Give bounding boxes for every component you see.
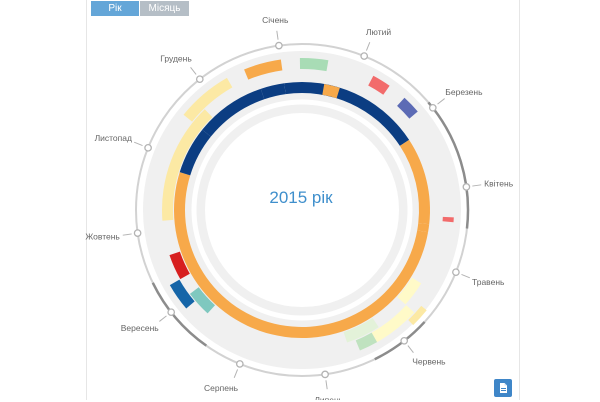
- month-label: Лютий: [366, 27, 391, 37]
- frame-left-border: [86, 0, 87, 400]
- month-label: Квітень: [484, 178, 514, 188]
- month-tick: [122, 233, 132, 236]
- month-marker[interactable]: [321, 370, 329, 379]
- timeline-arc[interactable]: [299, 57, 329, 72]
- center-year-label: 2015 рік: [269, 188, 333, 207]
- month-tick: [365, 41, 371, 51]
- month-label: Жовтень: [85, 232, 120, 242]
- tab-year[interactable]: Рік: [91, 1, 139, 16]
- export-button[interactable]: [494, 379, 512, 397]
- tab-month[interactable]: Місяць: [140, 1, 189, 16]
- month-marker[interactable]: [400, 336, 409, 345]
- dial-highlight: [151, 282, 208, 347]
- timeline-arc[interactable]: [399, 139, 430, 225]
- timeline-arc[interactable]: [169, 251, 190, 280]
- month-label: Серпень: [204, 383, 239, 393]
- month-marker[interactable]: [235, 360, 244, 368]
- month-tick: [461, 273, 471, 279]
- timeline-arc[interactable]: [162, 109, 213, 221]
- month-marker[interactable]: [452, 268, 460, 277]
- timeline-arc[interactable]: [442, 216, 454, 223]
- timeline-arc[interactable]: [322, 83, 340, 99]
- month-tick: [190, 67, 197, 75]
- timeline-arc[interactable]: [371, 305, 415, 343]
- month-tick: [133, 141, 143, 147]
- month-label: Березень: [445, 87, 483, 97]
- month-tick: [407, 345, 414, 353]
- timeline-arc[interactable]: [244, 59, 283, 80]
- month-label: Травень: [472, 277, 505, 287]
- frame-right-border: [519, 0, 520, 400]
- month-tick: [276, 30, 279, 40]
- period-tabs: Рік Місяць: [91, 1, 189, 16]
- timeline-arc[interactable]: [368, 75, 390, 95]
- timeline-arc[interactable]: [397, 277, 422, 305]
- month-label: Червень: [412, 356, 446, 366]
- month-marker[interactable]: [167, 308, 176, 317]
- ring-separator: [191, 99, 413, 321]
- timeline-arc[interactable]: [355, 332, 378, 351]
- timeline-arc[interactable]: [408, 305, 427, 326]
- timeline-arc[interactable]: [179, 129, 211, 176]
- month-marker[interactable]: [195, 75, 204, 84]
- timeline-arc[interactable]: [202, 88, 265, 137]
- month-tick: [159, 315, 167, 322]
- month-tick: [472, 184, 482, 187]
- month-marker[interactable]: [360, 52, 369, 60]
- month-marker[interactable]: [133, 229, 142, 237]
- dial-highlight: [427, 101, 470, 229]
- month-tick: [233, 369, 239, 379]
- month-tick: [437, 98, 445, 105]
- timeline-arc[interactable]: [260, 83, 286, 100]
- month-marker[interactable]: [275, 41, 283, 50]
- month-marker[interactable]: [144, 143, 152, 152]
- month-label: Грудень: [160, 54, 192, 64]
- month-label: Липень: [314, 395, 343, 400]
- month-label: Вересень: [121, 323, 160, 333]
- month-label: Листопад: [95, 133, 132, 143]
- timeline-arc[interactable]: [169, 279, 195, 309]
- month-label: Січень: [262, 15, 289, 25]
- timeline-arc[interactable]: [189, 287, 216, 314]
- month-marker[interactable]: [462, 183, 471, 191]
- timeline-arc[interactable]: [397, 97, 418, 119]
- timeline-arc[interactable]: [417, 223, 430, 233]
- timeline-arc[interactable]: [183, 77, 233, 122]
- month-tick: [325, 380, 328, 390]
- timeline-arc[interactable]: [343, 317, 379, 343]
- document-export-icon: [500, 383, 507, 393]
- timeline-arc[interactable]: [284, 82, 410, 146]
- month-marker[interactable]: [428, 103, 437, 112]
